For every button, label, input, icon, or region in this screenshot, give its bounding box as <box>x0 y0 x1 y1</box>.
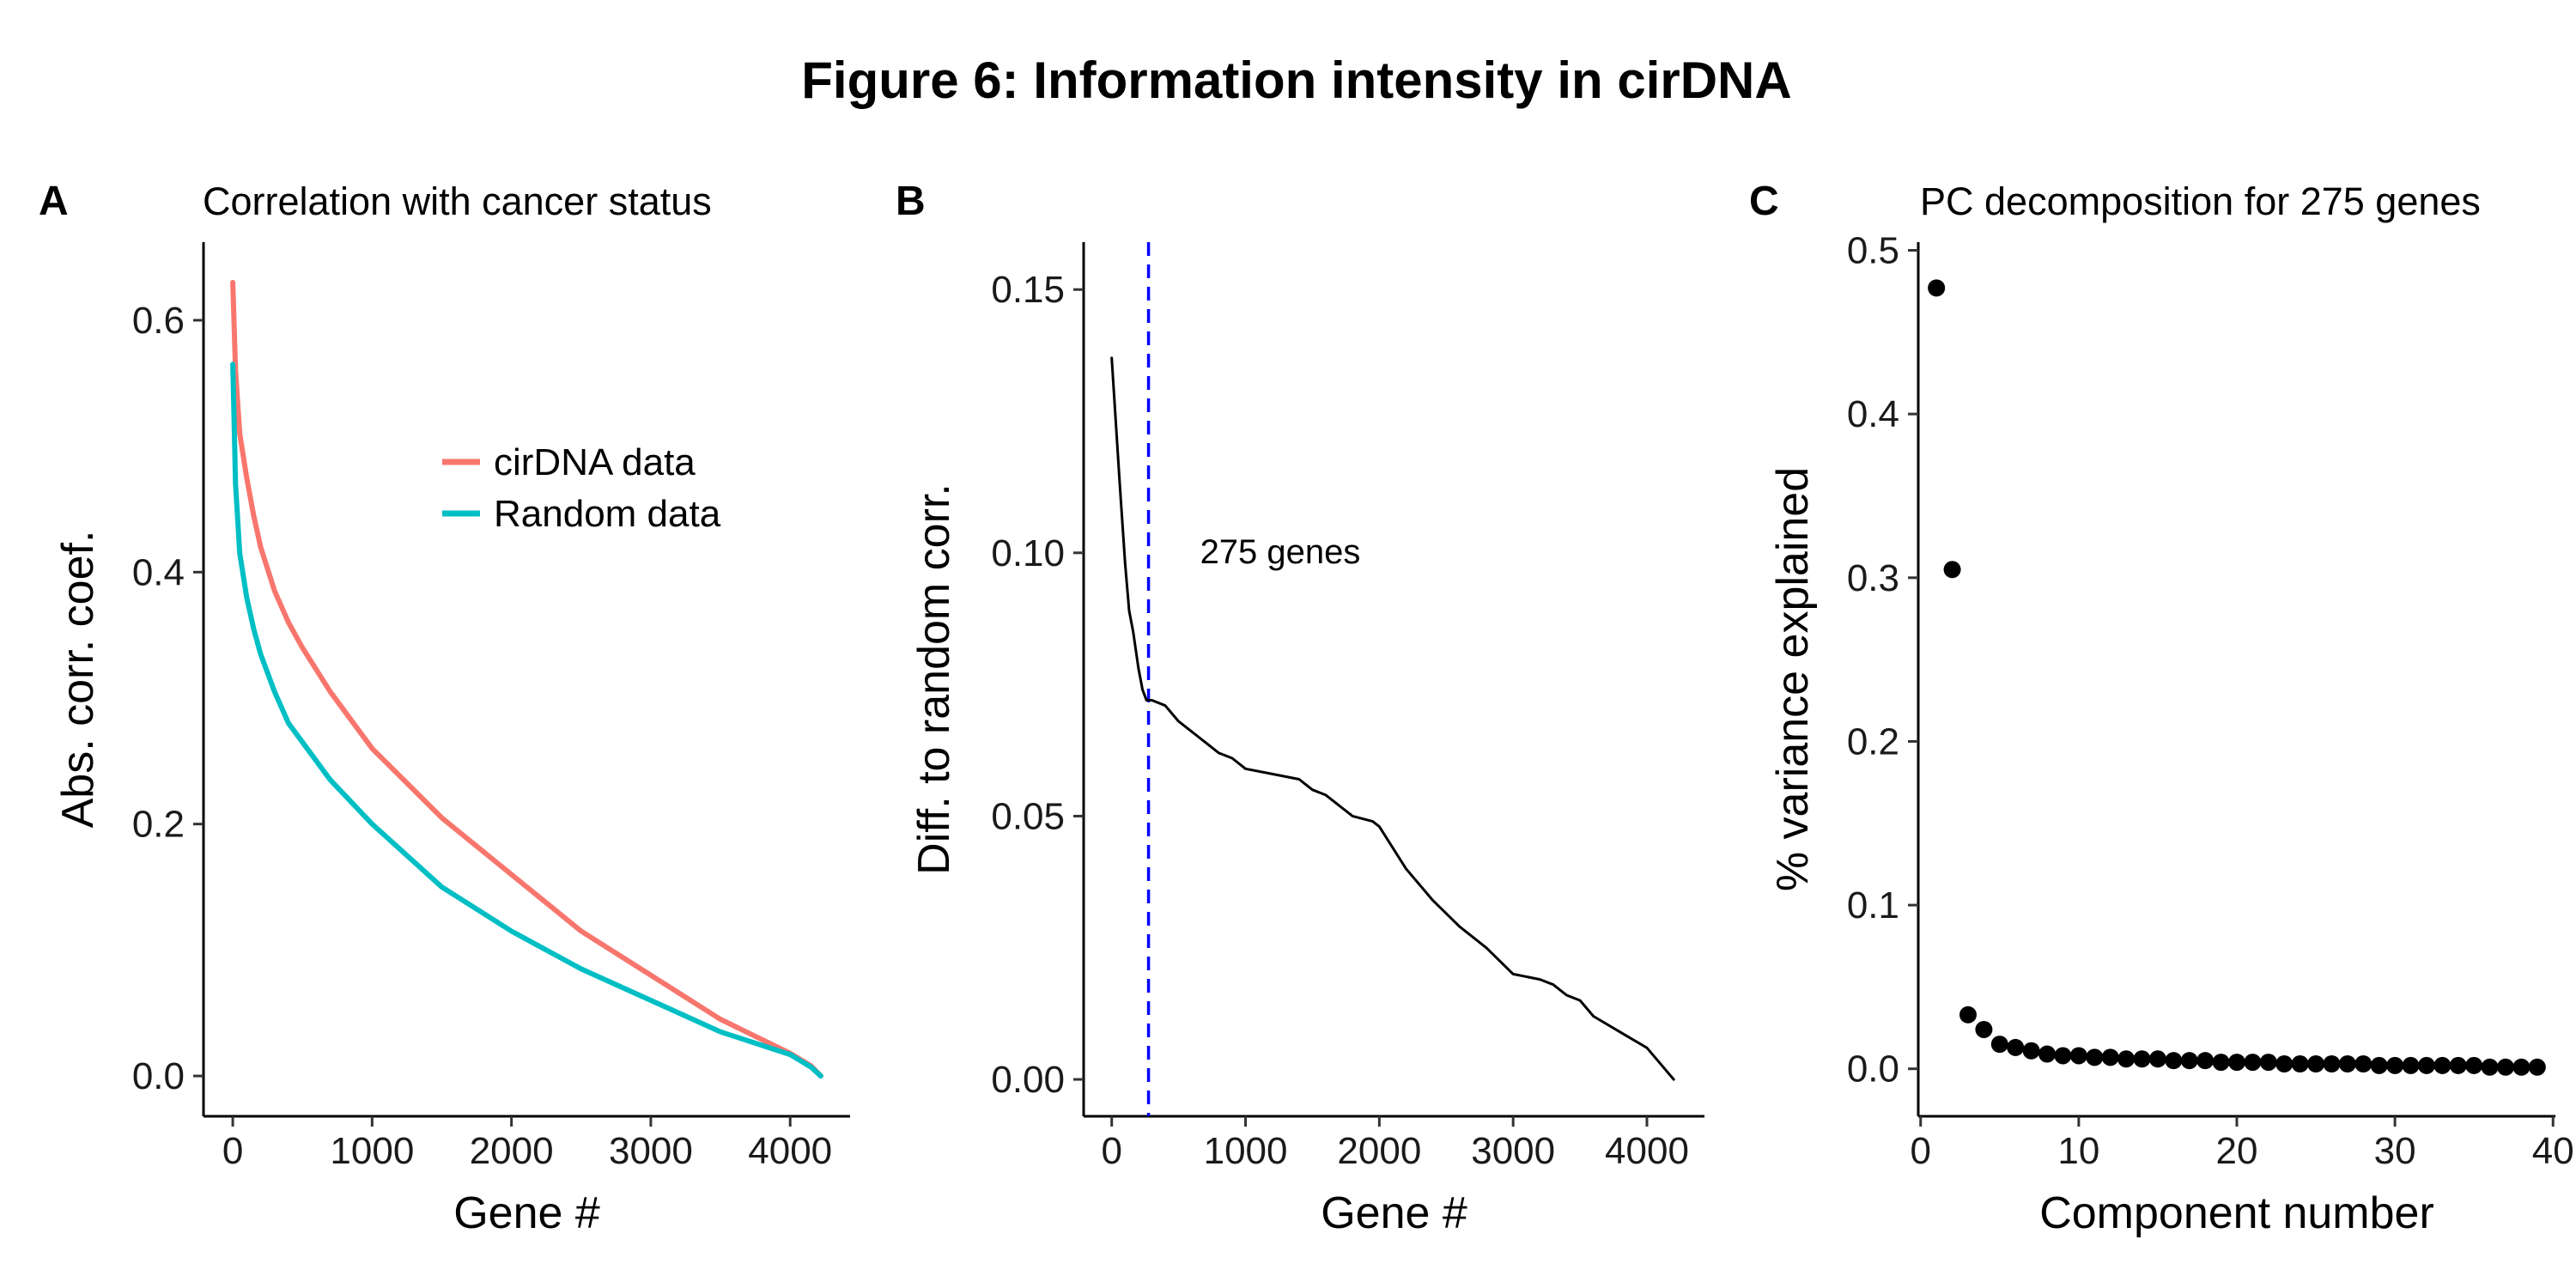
x-axis-label: Component number <box>2039 1188 2434 1238</box>
x-tick-label: 40 <box>2532 1130 2574 1172</box>
scatter-point <box>2038 1045 2057 1063</box>
figure-title: Figure 6: Information intensity in cirDN… <box>801 52 1791 109</box>
scatter-point <box>2481 1058 2499 1076</box>
scatter-point <box>2228 1054 2245 1072</box>
panel-title: PC decomposition for 275 genes <box>1920 179 2481 223</box>
scatter-point <box>2433 1056 2451 1074</box>
y-axis-label: Diff. to random corr. <box>909 483 959 875</box>
reference-line-label: 275 genes <box>1200 533 1361 571</box>
scatter-point <box>2101 1048 2119 1066</box>
scatter-point <box>2196 1052 2215 1070</box>
y-tick-label: 0.2 <box>132 804 185 846</box>
scatter-point <box>2417 1056 2435 1074</box>
scatter-point <box>2133 1050 2151 1068</box>
legend-label: cirDNA data <box>494 441 696 483</box>
scatter-point <box>2370 1056 2388 1074</box>
x-tick-label: 3000 <box>609 1130 693 1172</box>
y-tick-label: 0.3 <box>1847 557 1899 599</box>
scatter-point <box>2338 1054 2356 1072</box>
y-tick-label: 0.6 <box>132 300 185 342</box>
scatter-point <box>2354 1054 2372 1072</box>
scatter-point <box>2054 1047 2072 1065</box>
y-tick-label: 0.0 <box>132 1055 185 1097</box>
x-tick-label: 4000 <box>1605 1130 1689 1172</box>
scatter-point <box>2497 1058 2515 1076</box>
scatter-point <box>2165 1052 2183 1070</box>
scatter-point <box>2465 1056 2483 1074</box>
panel-c: C PC decomposition for 275 genes 0 10 20 30 40… <box>1749 179 2574 1238</box>
x-tick-label: 4000 <box>748 1130 832 1172</box>
x-tick-label: 2000 <box>1337 1130 1421 1172</box>
scatter-point <box>2007 1038 2025 1056</box>
panel-b: B 0 1000 2000 3000 4000 0.00 0.05 0.10 0.15 Gene #… <box>896 179 1704 1238</box>
scatter-point <box>2512 1058 2530 1076</box>
x-tick-label: 0 <box>1101 1130 1121 1172</box>
y-tick-label: 0.05 <box>991 795 1065 837</box>
y-tick-label: 0.4 <box>1847 393 1899 435</box>
scatter-point <box>2244 1054 2262 1072</box>
scatter-point <box>1959 1005 1977 1024</box>
x-tick-label: 30 <box>2374 1130 2416 1172</box>
scatter-point <box>2086 1048 2104 1066</box>
y-tick-label: 0.4 <box>132 551 185 593</box>
panel-title: Correlation with cancer status <box>203 179 712 223</box>
x-axis-label: Gene # <box>453 1188 600 1238</box>
series-line-random-data <box>230 361 823 1079</box>
scatter-point <box>1975 1020 1993 1038</box>
y-tick-label: 0.0 <box>1847 1048 1899 1091</box>
diff-line <box>1110 356 1675 1081</box>
scatter-point <box>1943 561 1961 579</box>
y-tick-label: 0.1 <box>1847 884 1899 927</box>
panel-letter: B <box>896 179 926 224</box>
x-tick-label: 3000 <box>1471 1130 1555 1172</box>
scatter-point <box>2402 1056 2420 1074</box>
x-tick-label: 1000 <box>330 1130 414 1172</box>
scatter-point <box>2069 1047 2087 1065</box>
scatter-point <box>2386 1056 2404 1074</box>
panel-a: A Correlation with cancer status 0 1000 2000… <box>39 179 850 1238</box>
x-tick-label: 10 <box>2057 1130 2099 1172</box>
scatter-point <box>2449 1056 2467 1074</box>
y-tick-label: 0.10 <box>991 532 1065 574</box>
scatter-point <box>2323 1054 2341 1072</box>
panel-letter: C <box>1749 179 1779 224</box>
y-axis-label: Abs. corr. coef. <box>53 531 103 829</box>
scatter-point <box>2291 1054 2309 1072</box>
x-tick-label: 0 <box>222 1130 243 1172</box>
legend-label: Random data <box>494 493 721 535</box>
series-line-cirdna-data <box>230 279 823 1079</box>
x-tick-label: 20 <box>2216 1130 2258 1172</box>
y-tick-label: 0.00 <box>991 1059 1065 1101</box>
scatter-point <box>2022 1042 2040 1060</box>
y-axis-label: % variance explained <box>1768 467 1818 891</box>
x-axis-label: Gene # <box>1321 1188 1467 1238</box>
y-tick-label: 0.5 <box>1847 230 1899 272</box>
scatter-point <box>1990 1036 2008 1054</box>
scatter-point <box>2117 1050 2136 1068</box>
panel-letter: A <box>39 179 69 224</box>
y-tick-label: 0.2 <box>1847 720 1899 762</box>
x-tick-label: 2000 <box>470 1130 554 1172</box>
scatter-point <box>2528 1058 2546 1076</box>
scatter-point <box>2307 1054 2325 1072</box>
scatter-point <box>2212 1054 2230 1072</box>
scatter-point <box>2148 1050 2166 1068</box>
y-tick-label: 0.15 <box>991 269 1065 311</box>
x-tick-label: 0 <box>1911 1130 1931 1172</box>
x-tick-label: 1000 <box>1204 1130 1288 1172</box>
scatter-point <box>2180 1052 2198 1070</box>
scatter-point <box>2259 1054 2277 1072</box>
scatter-point <box>1928 279 1946 297</box>
scatter-point <box>2275 1054 2293 1072</box>
